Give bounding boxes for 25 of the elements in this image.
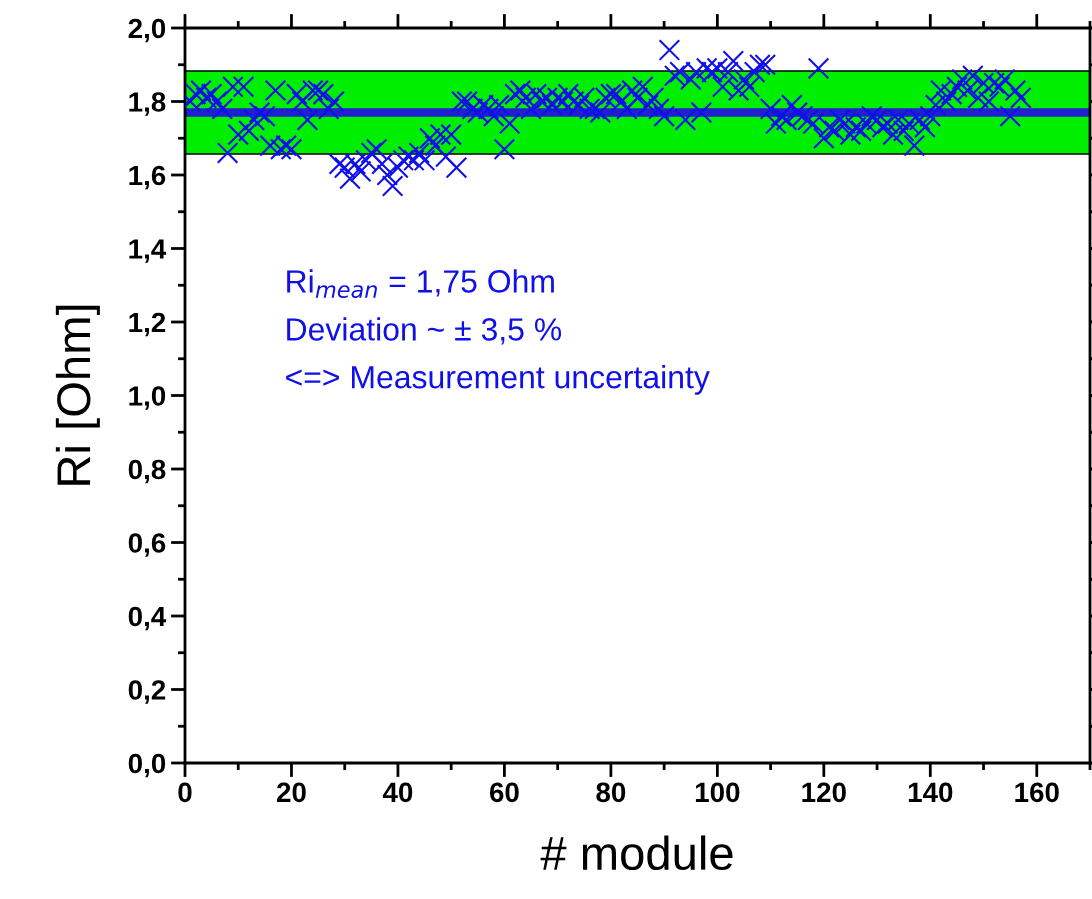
y-tick-label: 1,8 — [129, 92, 166, 116]
annotation: Ri$_{mean}$ = 1,75 Ohm — [287, 269, 554, 298]
x-tick-label: 0 — [178, 782, 192, 803]
y-tick-label: 0,6 — [128, 533, 166, 557]
y-tick-label: 0,4 — [128, 606, 167, 631]
x-tick-label: 100 — [695, 782, 740, 803]
x-tick-label: 60 — [489, 782, 519, 803]
annotation: Deviation ~ ± 3,5 % — [287, 317, 562, 345]
x-tick-label: 120 — [802, 782, 846, 803]
y-tick-label: 0,0 — [128, 753, 166, 778]
x-tick-label: 80 — [596, 782, 626, 803]
y-tick-label: 1,6 — [129, 165, 166, 190]
x-tick-label: 140 — [908, 782, 953, 803]
y-tick-label: 2,0 — [128, 18, 166, 43]
x-tick-label: 160 — [1015, 782, 1059, 803]
y-tick-label: 1,2 — [129, 312, 166, 337]
x-tick-label: 20 — [276, 782, 306, 803]
x-tick-label: 40 — [382, 782, 413, 803]
x-axis-title: # module — [540, 835, 733, 871]
annotation: <=> Measurement uncertainty — [286, 365, 710, 395]
y-axis-title: Ri [Ohm] — [55, 305, 100, 485]
y-tick-label: 0,2 — [128, 680, 166, 704]
y-tick-label: 1,4 — [129, 239, 167, 263]
y-tick-label: 0,8 — [128, 459, 166, 484]
y-tick-label: 1,0 — [129, 386, 166, 410]
